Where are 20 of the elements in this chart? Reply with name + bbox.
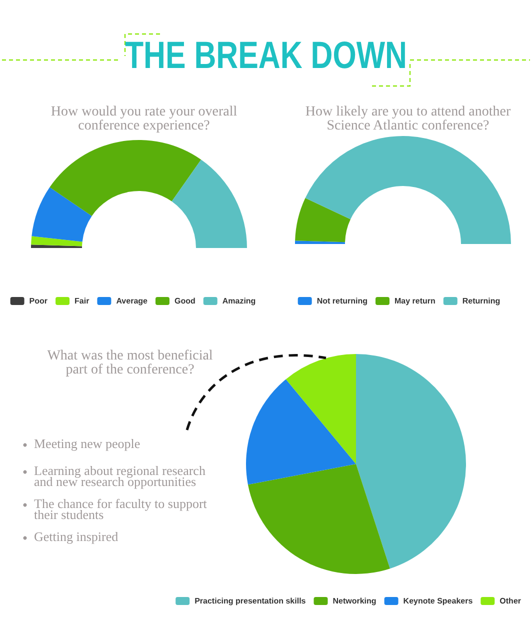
chart-title: What was the most beneficial part of the conference? [47,348,213,378]
text: Learning about regional research and new research opportunities [34,463,206,489]
legend-label: Other [500,596,522,606]
legend-label: Networking [332,596,376,606]
legend-label: May return [394,296,436,306]
legend-label: Poor [29,296,48,306]
legend-label: Not returning [316,296,368,306]
legend-label: Fair [74,296,90,306]
legend-label: Practicing presentation skills [194,596,306,606]
legend-label: Amazing [222,296,256,306]
text: Getting inspired [34,529,119,544]
legend-label: Returning [462,296,500,306]
text: THE BREAK DOWN [124,34,408,78]
legend-label: Good [174,296,196,306]
chart-title: How would you rate your overall conference experience? [50,104,238,134]
legend-label: Keynote Speakers [403,596,474,606]
chart-title: How likely are you to attend another Science Atlantic conference? [305,104,511,134]
text: Meeting new people [34,436,140,451]
legend-label: Average [116,296,148,306]
text: The chance for faculty to support their students [34,496,208,522]
